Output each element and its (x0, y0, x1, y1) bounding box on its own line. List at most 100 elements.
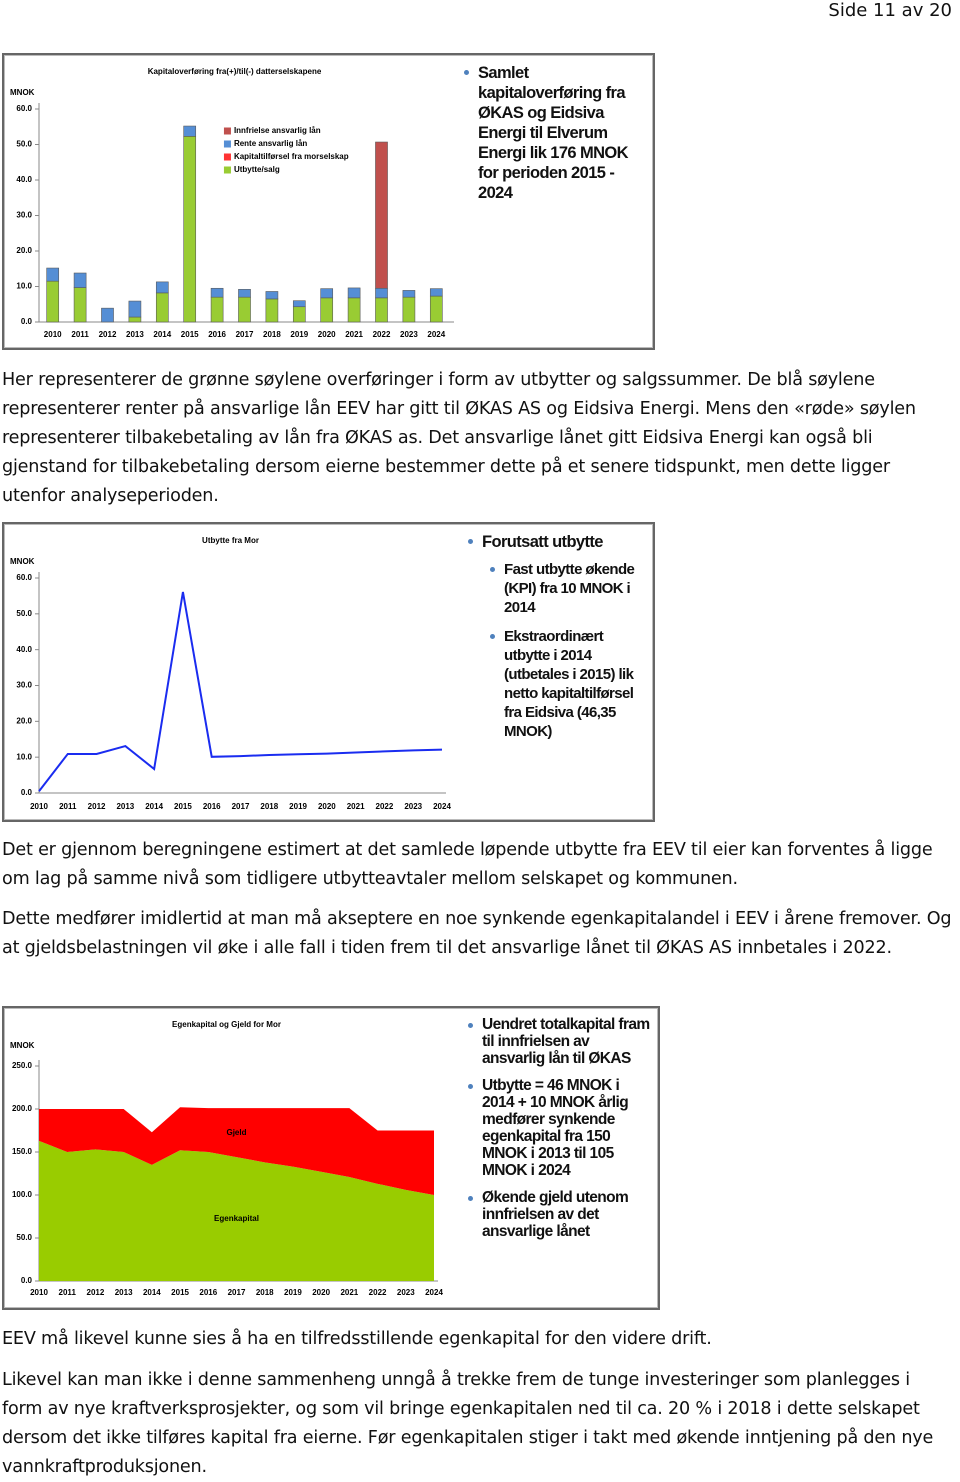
y-tick-label: 30.0 (16, 211, 32, 220)
x-tick-label: 2010 (44, 330, 62, 339)
chart: Egenkapital og Gjeld for Mor MNOK 0.0 50.0 1… (10, 1020, 443, 1297)
x-tick-label: 2015 (174, 802, 192, 811)
x-tick-label: 2016 (208, 330, 226, 339)
legend-label: Kapitaltilførsel fra morselskap (234, 152, 349, 161)
x-tick-label: 2011 (59, 802, 77, 811)
x-tick-label: 2012 (87, 1288, 105, 1297)
x-tick-label: 2024 (433, 802, 451, 811)
x-tick-label: 2021 (340, 1288, 358, 1297)
paragraph: EEV må likevel kunne sies å ha en tilfre… (2, 1329, 712, 1349)
legend-label: Rente ansvarlig lån (234, 139, 307, 148)
y-tick-label: 50.0 (16, 609, 32, 618)
x-tick-label: 2013 (115, 1288, 133, 1297)
page-number: Side 11 av 20 (828, 0, 952, 21)
x-tick-label: 2018 (260, 802, 278, 811)
x-tick-label: 2014 (145, 802, 163, 811)
y-tick-label: 0.0 (21, 788, 33, 797)
bar-segment (183, 136, 197, 323)
bar-segment (265, 291, 279, 300)
y-tick-label: 20.0 (16, 716, 32, 725)
x-tick-label: 2010 (30, 802, 48, 811)
x-tick-label: 2011 (59, 1288, 77, 1297)
x-tick-label: 2018 (256, 1288, 274, 1297)
axis-unit: MNOK (10, 557, 35, 566)
y-tick-label: 50.0 (16, 140, 32, 149)
bar-segment (402, 296, 416, 323)
y-tick-label: 10.0 (16, 752, 32, 761)
bar-segment (238, 296, 251, 323)
x-tick-label: 2024 (427, 330, 445, 339)
bar-segment (292, 300, 306, 308)
bar-segment (429, 288, 443, 297)
x-tick-label: 2021 (345, 330, 363, 339)
bar-segment (155, 292, 169, 323)
x-tick-label: 2021 (347, 802, 365, 811)
x-tick-label: 2014 (143, 1288, 161, 1297)
bar-segment (265, 298, 279, 323)
y-tick-label: 40.0 (16, 175, 32, 184)
bar-segment (155, 281, 169, 294)
x-tick-label: 2012 (99, 330, 117, 339)
paragraph: Her representerer de grønne søylene over… (2, 370, 916, 506)
bar-segment (46, 267, 60, 282)
sub-notes: Fast utbytte økende (KPI) fra 10 MNOK i … (488, 560, 646, 741)
axis-unit: MNOK (10, 1041, 35, 1050)
x-tick-label: 2019 (289, 802, 307, 811)
legend: Innfrielse ansvarlig lån Rente ansvarlig … (223, 126, 349, 174)
bar-segment (347, 297, 361, 323)
x-tick-label: 2017 (232, 802, 250, 811)
paragraph: Det er gjennom beregningene estimert at … (2, 840, 933, 889)
bar-segment (375, 297, 388, 323)
note: Uendret totalkapital fram til innfrielse… (466, 1016, 651, 1067)
x-tick-label: 2022 (373, 330, 391, 339)
paragraph: Dette medfører imidlertid at man må akse… (2, 909, 952, 958)
y-tick-label: 200.0 (12, 1104, 33, 1113)
y-tick-label: 10.0 (16, 282, 32, 291)
x-tick-label: 2015 (181, 330, 199, 339)
note: Forutsatt utbytte (482, 533, 603, 551)
bar-segment (128, 300, 142, 318)
x-tick-label: 2014 (153, 330, 171, 339)
x-tick-label: 2023 (397, 1288, 415, 1297)
chart-title: Kapitaloverføring fra(+)/til(-) datterse… (148, 67, 322, 76)
legend-swatch (223, 127, 231, 135)
legend-swatch (223, 140, 231, 148)
bar-segment (73, 287, 87, 323)
note: Fast utbytte økende (KPI) fra 10 MNOK i … (488, 560, 646, 617)
chart-title: Egenkapital og Gjeld for Mor (172, 1020, 281, 1029)
legend-swatch (223, 166, 231, 174)
bar-segment (402, 290, 416, 298)
side-notes: Forutsatt utbytte Fast utbytte økende (K… (466, 532, 646, 751)
y-tick-label: 40.0 (16, 645, 32, 654)
x-tick-label: 2011 (71, 330, 89, 339)
chart-title: Utbytte fra Mor (202, 536, 259, 545)
y-tick-label: 150.0 (12, 1147, 33, 1156)
note: Økende gjeld utenom innfrielsen av det a… (466, 1189, 651, 1240)
x-tick-label: 2024 (425, 1288, 443, 1297)
x-tick-label: 2017 (228, 1288, 246, 1297)
y-tick-label: 20.0 (16, 246, 32, 255)
bar-segment (375, 287, 388, 299)
area (39, 1107, 434, 1195)
bar-segment (210, 296, 224, 323)
x-tick-label: 2013 (126, 330, 144, 339)
bar-segment (210, 287, 224, 298)
y-tick-label: 60.0 (16, 104, 32, 113)
note-heading: Forutsatt utbytte Fast utbytte økende (K… (466, 532, 646, 741)
chart: Kapitaloverføring fra(+)/til(-) datterse… (10, 67, 454, 339)
x-tick-label: 2019 (290, 330, 308, 339)
note: Utbytte = 46 MNOK i 2014 + 10 MNOK årlig… (466, 1077, 651, 1179)
x-tick-label: 2023 (400, 330, 418, 339)
area-label: Egenkapital (214, 1214, 259, 1223)
y-tick-label: 30.0 (16, 681, 32, 690)
bar-segment (238, 289, 251, 298)
x-tick-label: 2016 (199, 1288, 217, 1297)
paragraph: Likevel kan man ikke i denne sammenheng … (2, 1370, 934, 1477)
area-label: Gjeld (226, 1128, 246, 1137)
area (39, 1140, 434, 1281)
x-tick-label: 2019 (284, 1288, 302, 1297)
x-tick-label: 2013 (116, 802, 134, 811)
bar-segment (73, 272, 87, 288)
